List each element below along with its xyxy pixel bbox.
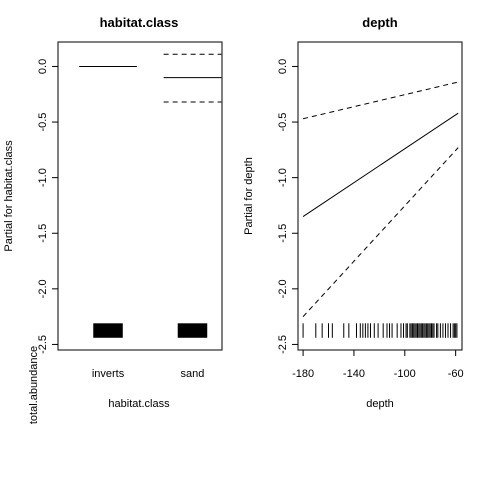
- y-tick-label: 0.0: [37, 59, 49, 74]
- y-axis-label: Partial for depth: [243, 157, 255, 235]
- series-line-dashed: [302, 147, 459, 317]
- y-tick-label: -1.5: [277, 224, 289, 243]
- panels: habitat.class habitat.class Partial for ha…: [3, 15, 464, 410]
- chart-title: habitat.class: [100, 15, 179, 30]
- plot-frame: [297, 41, 463, 351]
- rug-block: [93, 323, 123, 338]
- panel-1: habitat.class habitat.class Partial for ha…: [3, 15, 223, 410]
- x-tick-label: -100: [394, 368, 416, 380]
- panel-2: depth depth Partial for depth 0.0 -0.5 -1.0 -1…: [243, 15, 464, 410]
- y-tick-label: -2.0: [277, 279, 289, 298]
- x-axis-label: depth: [366, 398, 394, 410]
- chart-title: depth: [362, 15, 397, 30]
- x-tick-label: -180: [292, 368, 314, 380]
- y-tick-label: -1.0: [277, 168, 289, 187]
- series-line-dashed: [302, 81, 459, 120]
- plot-frame: [57, 41, 223, 351]
- y-tick-label: -2.0: [37, 279, 49, 298]
- x-tick-label: inverts: [92, 368, 125, 380]
- y-tick-label: 0.0: [277, 59, 289, 74]
- y-tick-label: -1.5: [37, 224, 49, 243]
- figure-margin-label: total.abundance: [28, 346, 40, 424]
- x-tick-label: -60: [448, 368, 464, 380]
- y-tick-label: -1.0: [37, 168, 49, 187]
- series-line-solid: [302, 112, 459, 217]
- x-tick-label: sand: [181, 368, 205, 380]
- x-axis-label: habitat.class: [108, 398, 170, 410]
- y-tick-label: -0.5: [37, 113, 49, 132]
- y-tick-label: -2.5: [37, 335, 49, 354]
- y-tick-label: -2.5: [277, 335, 289, 354]
- y-tick-label: -0.5: [277, 113, 289, 132]
- rug-block: [177, 323, 208, 338]
- x-tick-label: -140: [343, 368, 365, 380]
- y-axis-label: Partial for habitat.class: [3, 140, 15, 252]
